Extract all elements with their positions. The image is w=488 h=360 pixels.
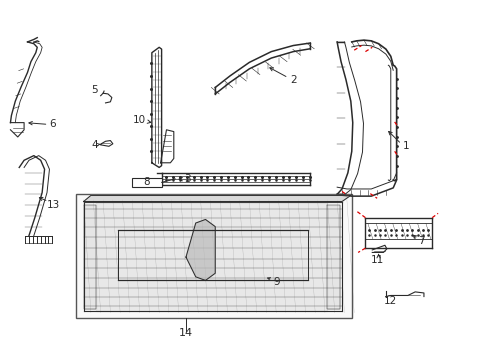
Polygon shape (185, 220, 215, 280)
Text: 7: 7 (417, 236, 424, 246)
Polygon shape (83, 205, 96, 309)
Text: 5: 5 (91, 85, 98, 95)
Polygon shape (327, 205, 339, 309)
Bar (132, 178, 161, 187)
Text: 11: 11 (370, 255, 383, 265)
Text: 4: 4 (91, 140, 98, 150)
Text: 8: 8 (143, 177, 150, 187)
Polygon shape (83, 195, 350, 202)
Polygon shape (96, 202, 327, 311)
Text: 1: 1 (402, 141, 409, 151)
Text: 13: 13 (47, 200, 60, 210)
Text: 14: 14 (179, 328, 193, 338)
Text: 10: 10 (133, 115, 146, 125)
Bar (76, 194, 351, 318)
Text: 3: 3 (184, 174, 190, 184)
Text: 12: 12 (384, 296, 397, 306)
Text: 6: 6 (49, 120, 56, 129)
Text: 9: 9 (272, 277, 279, 287)
Text: 2: 2 (289, 75, 296, 85)
